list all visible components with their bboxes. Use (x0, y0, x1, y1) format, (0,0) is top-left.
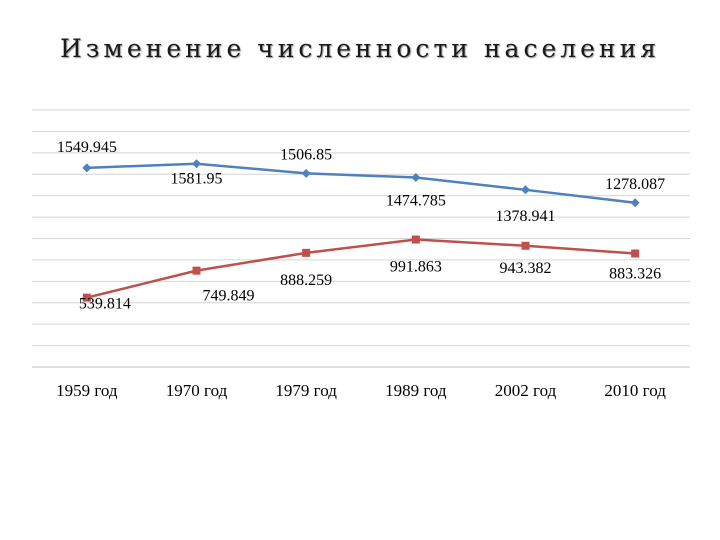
data-label: 539.814 (79, 296, 131, 313)
x-tick-label: 2002 год (495, 381, 557, 400)
series-line-2 (86, 238, 636, 299)
data-point (521, 185, 530, 195)
data-point (301, 168, 311, 178)
data-label: 883.326 (609, 265, 661, 282)
data-label: 1549.945 (57, 139, 117, 156)
data-label: 1378.941 (496, 208, 556, 225)
data-point (411, 235, 420, 244)
series-line-1 (86, 162, 636, 205)
x-tick-label: 1959 год (56, 381, 118, 400)
data-label: 1278.087 (605, 176, 665, 193)
data-point (82, 293, 91, 302)
data-point (82, 163, 92, 173)
x-axis-ticks: 1959 год 1970 год 1979 год 1989 год 2002 год… (56, 381, 666, 400)
x-tick-label: 1989 год (385, 381, 447, 400)
data-point (192, 159, 201, 169)
data-point (302, 248, 311, 257)
data-point (411, 172, 421, 182)
x-tick-label: 1970 год (166, 381, 228, 400)
gridlines (32, 109, 690, 368)
data-label: 1506.85 (280, 146, 332, 163)
data-label: 943.382 (500, 260, 552, 277)
x-tick-label: 1979 год (275, 381, 337, 400)
data-point (521, 241, 530, 250)
data-label: 888.259 (280, 272, 332, 289)
data-labels: 1549.945 1581.95 1506.85 1474.785 1378.941 12… (57, 139, 665, 313)
data-label: 1581.95 (171, 171, 223, 188)
data-point (631, 249, 640, 258)
x-tick-label: 2010 год (604, 381, 666, 400)
data-label: 991.863 (390, 259, 442, 276)
chart-title: Изменение численности населения (59, 34, 661, 63)
data-point (630, 198, 640, 208)
data-point (192, 266, 201, 275)
series (82, 159, 640, 302)
data-label: 1474.785 (386, 192, 446, 209)
data-label: 749.849 (203, 288, 255, 305)
